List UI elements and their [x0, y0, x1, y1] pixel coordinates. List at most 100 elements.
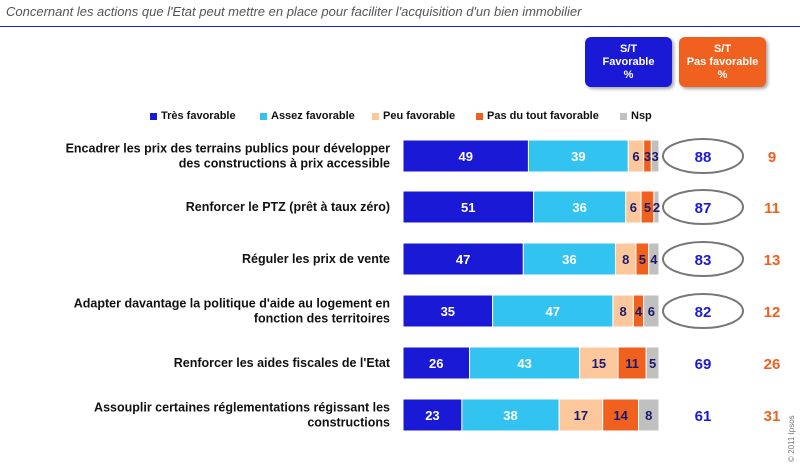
bar-segment-pas-du-tout-favorable [602, 398, 640, 432]
title-underline [0, 26, 800, 27]
st-pas-favorable-value: 11 [764, 200, 780, 217]
category-label: Renforcer le PTZ (prêt à taux zéro) [186, 200, 390, 214]
category-label: Réguler les prix de vente [242, 252, 390, 266]
bar-segment-nsp [653, 190, 660, 224]
category-label: des constructions à prix accessible [179, 157, 390, 171]
bar-segment-nsp [648, 242, 660, 276]
legend-swatch-tres-favorable [150, 112, 157, 120]
st-favorable-ellipse [662, 241, 744, 277]
category-label: Assouplir certaines réglementations régi… [94, 401, 390, 415]
bar-value-nsp: 4 [650, 252, 658, 267]
bar-value-peu-favorable: 8 [622, 252, 629, 267]
st-favorable-ellipse [662, 189, 744, 225]
bar-value-peu-favorable: 6 [630, 200, 637, 215]
st-pas-favorable-line2: Pas favorable [686, 55, 759, 68]
st-favorable-value: 61 [695, 408, 712, 425]
legend-label-pas-du-tout: Pas du tout favorable [487, 110, 599, 122]
bar-value-pas-du-tout-favorable: 5 [644, 200, 651, 215]
st-favorable-value: 82 [695, 304, 712, 321]
bar-value-peu-favorable: 15 [592, 356, 606, 371]
bar-segment-nsp [638, 398, 660, 432]
bar-value-tres-favorable: 35 [441, 304, 455, 319]
chart-title: Concernant les actions que l'Etat peut m… [6, 4, 582, 19]
category-label: Renforcer les aides fiscales de l'Etat [174, 356, 391, 370]
st-pas-favorable-line3: % [717, 68, 728, 81]
legend-label-peu-favorable: Peu favorable [383, 110, 456, 122]
legend-swatch-peu-favorable [372, 112, 379, 120]
bar-segment-nsp [645, 346, 660, 380]
category-label: constructions [307, 416, 390, 430]
bar-value-nsp: 3 [652, 149, 659, 164]
st-favorable-line2: Favorable [602, 55, 655, 68]
bar-value-assez-favorable: 36 [572, 200, 586, 215]
st-pas-favorable-value: 9 [768, 149, 776, 166]
bar-segment-tres-favorable [402, 346, 471, 380]
legend-swatch-nsp [620, 112, 627, 120]
bar-value-assez-favorable: 36 [562, 252, 576, 267]
legend-item-pas-du-tout: Pas du tout favorable [476, 110, 599, 122]
bar-value-tres-favorable: 51 [461, 200, 475, 215]
bar-value-pas-du-tout-favorable: 4 [635, 304, 643, 319]
st-pas-favorable-line1: S/T [713, 42, 732, 55]
st-pas-favorable-value: 12 [764, 304, 781, 321]
st-favorable-value: 88 [695, 149, 712, 166]
bar-segment-assez-favorable [533, 190, 627, 224]
bar-value-peu-favorable: 8 [620, 304, 627, 319]
bar-segment-assez-favorable [527, 139, 629, 173]
bar-value-tres-favorable: 49 [458, 149, 472, 164]
legend-item-tres-favorable: Très favorable [150, 110, 236, 122]
st-pas-favorable-value: 13 [764, 252, 781, 269]
st-pas-favorable-header: S/T Pas favorable % [679, 37, 766, 87]
copyright-note: © 2011 Ipsos [787, 415, 796, 462]
legend-label-assez-favorable: Assez favorable [271, 110, 355, 122]
bar-segment-nsp [650, 139, 660, 173]
bar-segment-tres-favorable [402, 294, 494, 328]
bar-value-assez-favorable: 39 [571, 149, 585, 164]
bar-value-assez-favorable: 43 [517, 356, 531, 371]
st-favorable-line1: S/T [619, 42, 638, 55]
legend-swatch-assez-favorable [260, 112, 267, 120]
legend-label-nsp: Nsp [631, 110, 652, 122]
st-favorable-value: 83 [695, 252, 712, 269]
bar-value-tres-favorable: 47 [456, 252, 470, 267]
legend-item-nsp: Nsp [620, 110, 652, 122]
legend-item-peu-favorable: Peu favorable [372, 110, 455, 122]
st-favorable-ellipse [662, 138, 744, 174]
bar-value-pas-du-tout-favorable: 14 [613, 408, 628, 423]
bar-value-tres-favorable: 23 [425, 408, 439, 423]
bar-segment-nsp [643, 294, 660, 328]
bar-segment-pas-du-tout-favorable [617, 346, 647, 380]
bar-value-nsp: 8 [645, 408, 652, 423]
bar-segment-assez-favorable [461, 398, 560, 432]
st-favorable-value: 87 [695, 200, 712, 217]
bar-segment-assez-favorable [522, 242, 616, 276]
bar-value-assez-favorable: 38 [503, 408, 517, 423]
bar-value-peu-favorable: 17 [574, 408, 588, 423]
st-favorable-ellipse [662, 293, 744, 329]
category-label: Encadrer les prix des terrains publics p… [66, 142, 391, 156]
st-favorable-header: S/T Favorable % [585, 37, 672, 87]
bar-value-nsp: 5 [649, 356, 656, 371]
st-favorable-line3: % [623, 68, 634, 81]
bar-value-pas-du-tout-favorable: 5 [639, 252, 646, 267]
st-pas-favorable-value: 26 [764, 356, 781, 373]
bar-value-tres-favorable: 26 [429, 356, 443, 371]
bar-segment-tres-favorable [402, 398, 463, 432]
bar-value-nsp: 2 [653, 200, 660, 215]
st-favorable-value: 69 [695, 356, 712, 373]
bar-value-assez-favorable: 47 [546, 304, 560, 319]
legend-item-assez-favorable: Assez favorable [260, 110, 355, 122]
category-label: Adapter davantage la politique d'aide au… [74, 297, 390, 311]
bar-value-pas-du-tout-favorable: 3 [644, 149, 651, 164]
legend-label-tres-favorable: Très favorable [161, 110, 236, 122]
bar-segment-assez-favorable [469, 346, 581, 380]
legend-swatch-pas-du-tout [476, 112, 483, 120]
bar-value-pas-du-tout-favorable: 11 [625, 356, 639, 371]
st-pas-favorable-value: 31 [764, 408, 781, 425]
bar-value-nsp: 6 [648, 304, 655, 319]
bar-value-peu-favorable: 6 [632, 149, 639, 164]
bar-segment-tres-favorable [402, 242, 524, 276]
bar-segment-assez-favorable [492, 294, 614, 328]
category-label: fonction des territoires [254, 312, 390, 326]
